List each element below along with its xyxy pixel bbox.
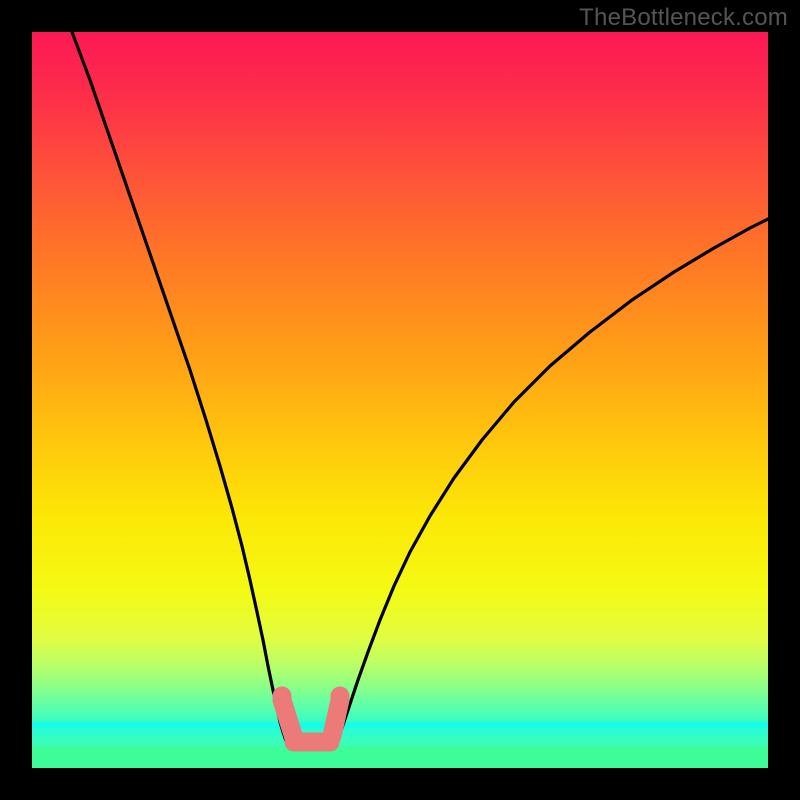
v-curve <box>72 32 768 749</box>
chart-panel <box>32 32 768 768</box>
watermark-text: TheBottleneck.com <box>579 4 788 32</box>
plot-svg <box>32 32 768 768</box>
dip-overlay <box>273 687 350 743</box>
chart-outer: TheBottleneck.com <box>0 0 800 800</box>
